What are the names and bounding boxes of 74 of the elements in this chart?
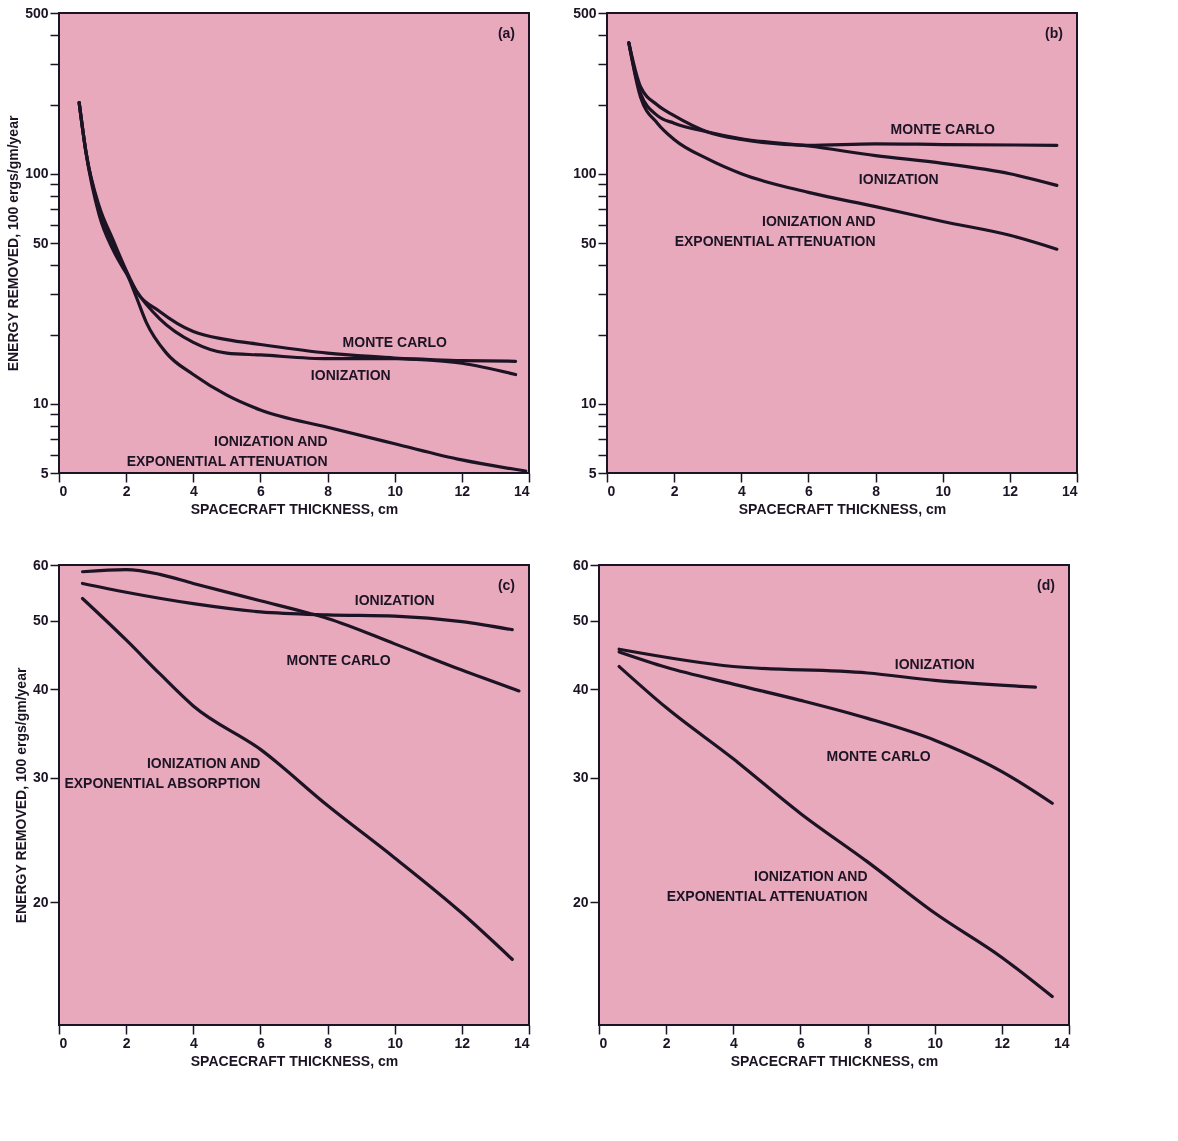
x-tick-label: 10	[387, 482, 404, 499]
y-tick-label: 100	[573, 165, 597, 182]
series-label: IONIZATION AND EXPONENTIAL ATTENUATION	[126, 433, 328, 470]
x-tick-label: 10	[927, 1034, 944, 1051]
x-tick-label: 14	[1053, 1034, 1070, 1051]
x-tick-label: 8	[872, 482, 881, 499]
y-tick-label: 500	[25, 4, 49, 21]
y-tick-label: 10	[32, 395, 49, 412]
x-tick-label: 6	[257, 482, 266, 499]
x-tick-label: 12	[454, 1034, 471, 1051]
y-tick-label: 50	[580, 234, 597, 251]
y-tick-label: 40	[572, 680, 589, 697]
x-tick-label: 6	[805, 482, 814, 499]
y-tick-label: 5	[40, 464, 49, 481]
series-label: IONIZATION	[858, 171, 939, 188]
series-label: IONIZATION	[354, 592, 435, 609]
y-axis-title: ENERGY REMOVED, 100 ergs/gm/year	[12, 667, 29, 924]
x-tick-label: 4	[729, 1034, 738, 1051]
x-tick-label: 12	[454, 482, 471, 499]
x-tick-label: 10	[387, 1034, 404, 1051]
y-tick-label: 30	[32, 769, 49, 786]
annotation: (d)	[1037, 577, 1055, 593]
x-tick-label: 4	[737, 482, 746, 499]
y-tick-label: 60	[572, 556, 589, 573]
y-tick-label: 100	[25, 165, 49, 182]
x-tick-label: 10	[935, 482, 952, 499]
y-tick-label: 50	[32, 612, 49, 629]
x-tick-label: 0	[59, 482, 68, 499]
x-tick-label: 0	[599, 1034, 608, 1051]
y-axis-title: ENERGY REMOVED, 100 ergs/gm/year	[5, 115, 22, 372]
x-axis-title: SPACECRAFT THICKNESS, cm	[730, 1052, 939, 1069]
y-tick-label: 60	[32, 556, 49, 573]
x-tick-label: 8	[324, 482, 333, 499]
y-tick-label: 30	[572, 769, 589, 786]
x-tick-label: 12	[1002, 482, 1019, 499]
x-axis-title: SPACECRAFT THICKNESS, cm	[738, 500, 947, 517]
x-axis-title: SPACECRAFT THICKNESS, cm	[190, 500, 399, 517]
y-tick-label: 20	[32, 893, 49, 910]
x-tick-label: 2	[670, 482, 679, 499]
x-axis-title: SPACECRAFT THICKNESS, cm	[190, 1052, 399, 1069]
x-tick-label: 0	[59, 1034, 68, 1051]
annotation: (b)	[1045, 25, 1063, 41]
series-label: MONTE CARLO	[342, 334, 447, 351]
series-label: IONIZATION AND EXPONENTIAL ABSORPTION	[64, 755, 261, 792]
x-tick-label: 14	[513, 482, 530, 499]
series-label: IONIZATION	[310, 366, 391, 383]
series-label: MONTE CARLO	[826, 748, 931, 765]
x-tick-label: 2	[122, 1034, 131, 1051]
y-tick-label: 20	[572, 893, 589, 910]
x-tick-label: 8	[324, 1034, 333, 1051]
x-tick-label: 8	[864, 1034, 873, 1051]
annotation: (a)	[497, 25, 515, 41]
series-label: MONTE CARLO	[890, 120, 995, 137]
series-label: IONIZATION	[894, 656, 975, 673]
y-tick-label: 40	[32, 680, 49, 697]
series-label: IONIZATION AND EXPONENTIAL ATTENUATION	[674, 212, 876, 249]
x-tick-label: 2	[662, 1034, 671, 1051]
x-tick-label: 4	[189, 482, 198, 499]
x-tick-label: 2	[122, 482, 131, 499]
annotation: (c)	[497, 577, 515, 593]
x-tick-label: 0	[607, 482, 616, 499]
x-tick-label: 6	[257, 1034, 266, 1051]
x-tick-label: 4	[189, 1034, 198, 1051]
x-tick-label: 6	[797, 1034, 806, 1051]
x-tick-label: 12	[994, 1034, 1011, 1051]
x-tick-label: 14	[513, 1034, 530, 1051]
y-tick-label: 50	[572, 612, 589, 629]
series-label: MONTE CARLO	[286, 651, 391, 668]
y-tick-label: 10	[580, 395, 597, 412]
series-label: IONIZATION AND EXPONENTIAL ATTENUATION	[666, 867, 868, 904]
x-tick-label: 14	[1061, 482, 1078, 499]
y-tick-label: 500	[573, 4, 597, 21]
y-tick-label: 5	[588, 464, 597, 481]
y-tick-label: 50	[32, 234, 49, 251]
